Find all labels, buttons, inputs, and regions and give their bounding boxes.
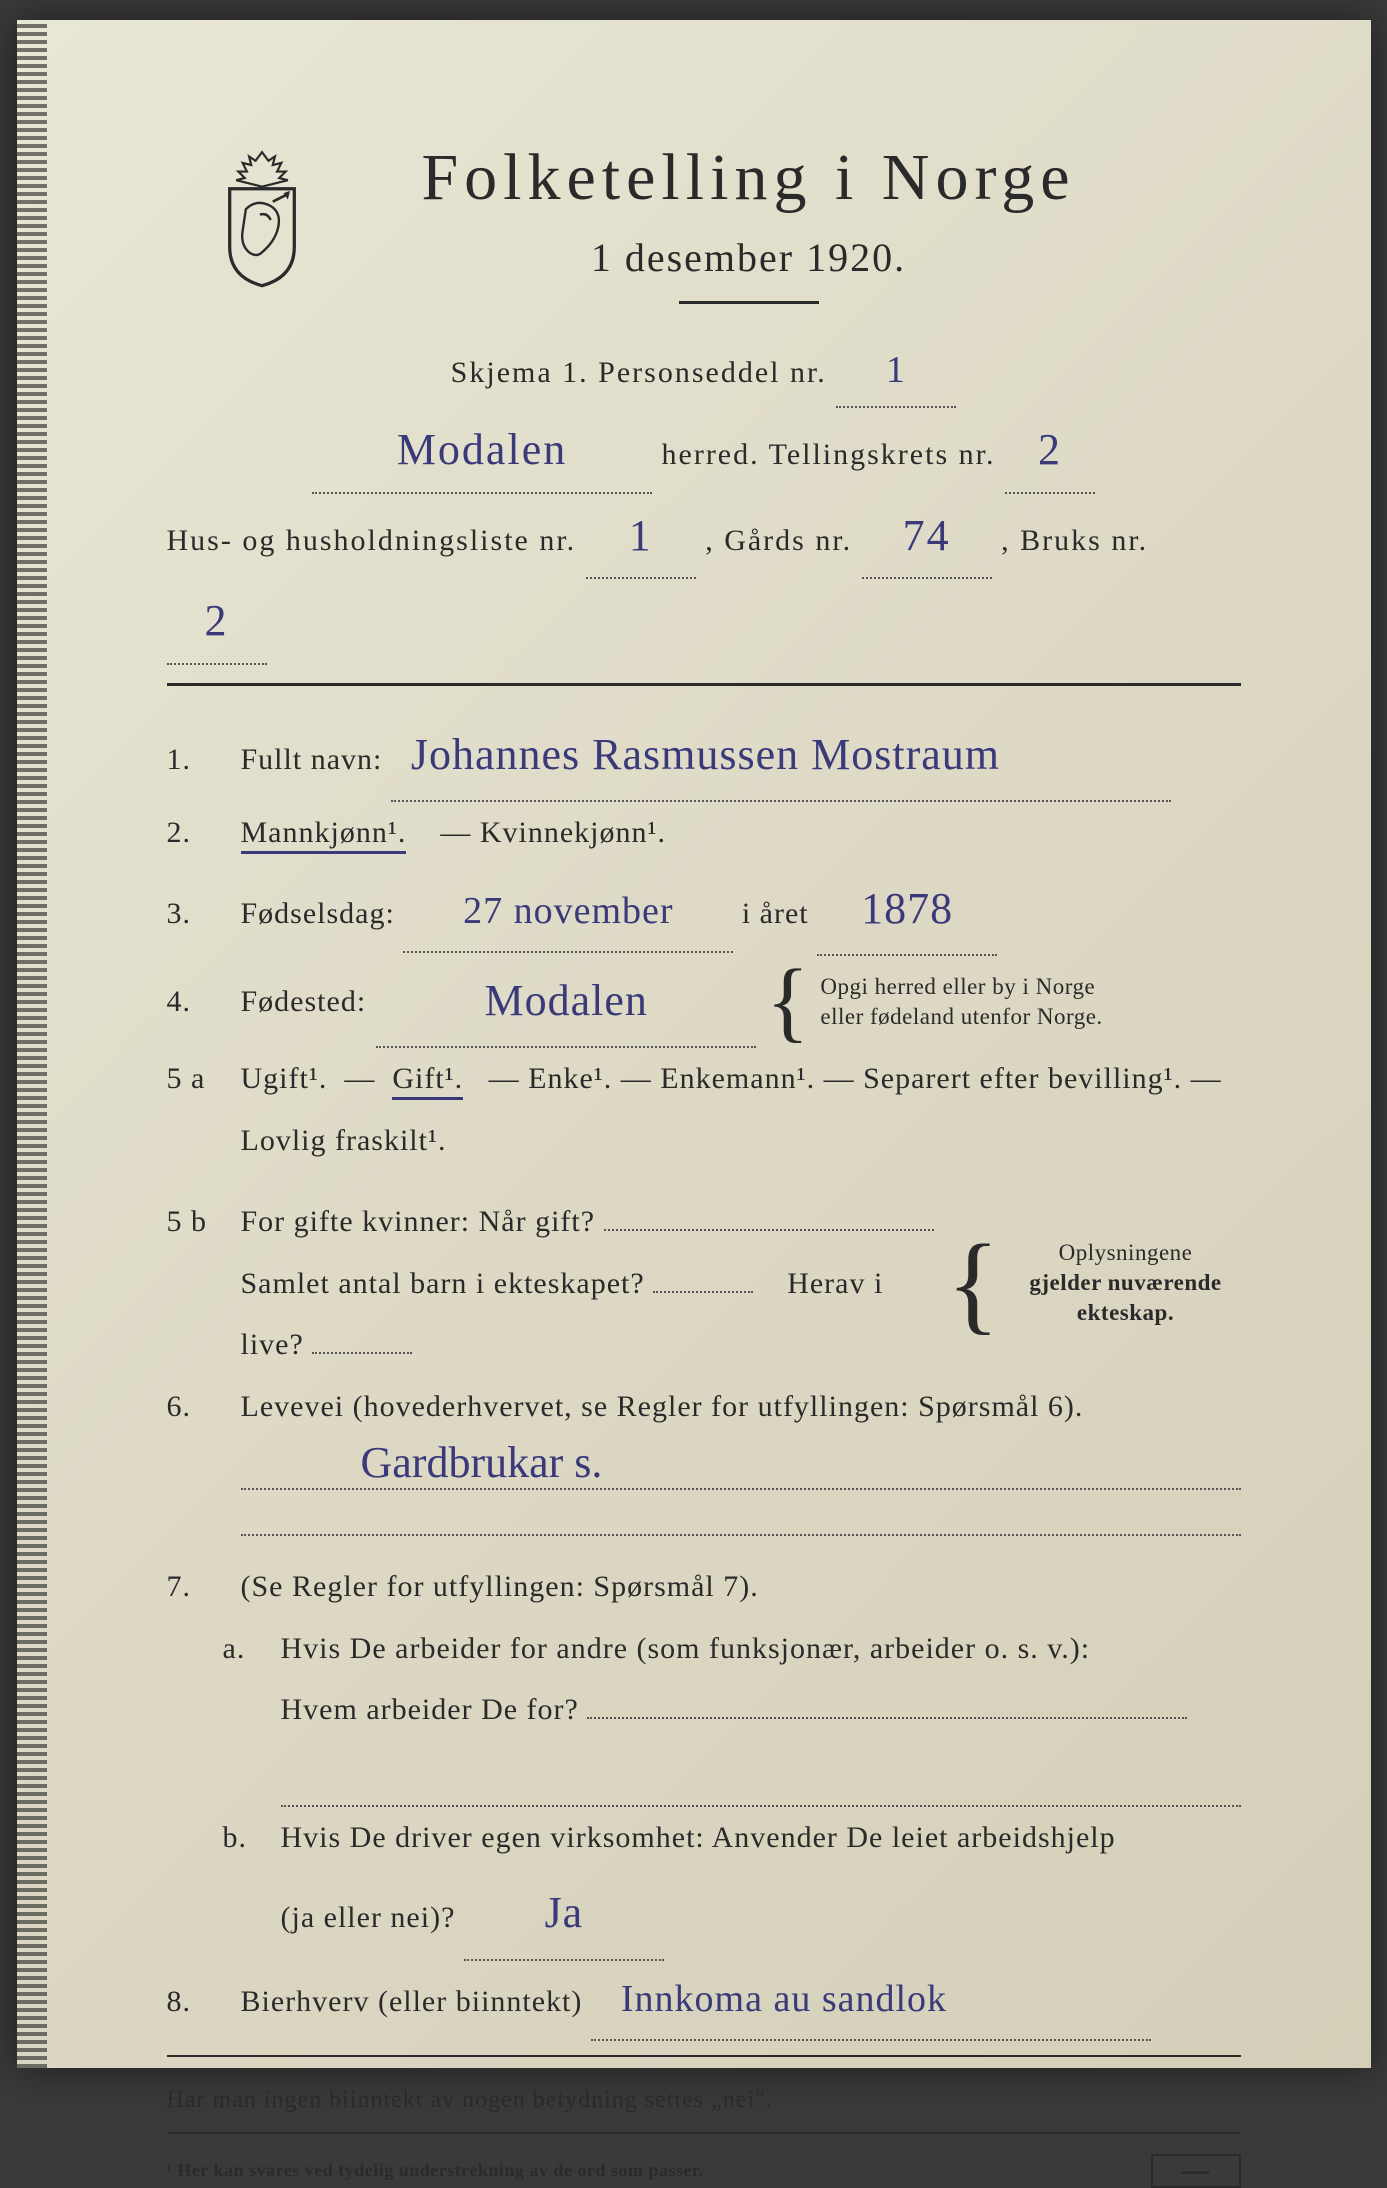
q4-label: Fødested: [241,971,367,1033]
herred-label: herred. Tellingskrets nr. [662,438,996,471]
divider [167,2055,1241,2057]
page-title: Folketelling i Norge [357,140,1141,216]
hus-label: Hus- og husholdningsliste nr. [167,524,577,557]
q5a-rest: — Enke¹. — Enkemann¹. — Separert efter b… [489,1062,1222,1095]
q3-num: 3. [167,883,223,945]
q5b-line2a: Samlet antal barn i ekteskapet? [241,1267,645,1300]
q8-value: Innkoma au sandlok [591,1961,1151,2041]
q7a-num: a. [223,1618,263,1680]
q1-value: Johannes Rasmussen Mostraum [391,710,1171,802]
q8-label: Bierhverv (eller biinntekt) [241,1985,583,2018]
q5a-row: 5 a Ugift¹. — Gift¹. — Enke¹. — Enkemann… [167,1048,1241,1171]
q2-num: 2. [167,802,223,864]
q5b-note-a: Oplysningene [1059,1240,1193,1265]
title-block: Folketelling i Norge 1 desember 1920. [357,140,1241,304]
q2-kvinne: — Kvinnekjønn¹. [440,816,666,849]
q5a-num: 5 a [167,1048,223,1110]
q2-row: 2. Mannkjønn¹. — Kvinnekjønn¹. [167,802,1241,864]
q3-mid: i året [742,897,809,930]
census-form-page: Folketelling i Norge 1 desember 1920. Sk… [17,20,1371,2068]
divider [167,2132,1241,2134]
q2-mann: Mannkjønn¹. [241,816,407,854]
q5b-gift-value [604,1229,934,1231]
q7a-line2: Hvem arbeider De for? [281,1693,579,1726]
header: Folketelling i Norge 1 desember 1920. [167,140,1241,304]
gaards-label: , Gårds nr. [705,524,852,557]
q5a-gift: Gift¹. [392,1062,463,1100]
bruks-nr: 2 [167,579,267,665]
meta-line-3: Hus- og husholdningsliste nr. 1 , Gårds … [167,494,1241,665]
q6-label: Levevei (hovederhvervet, se Regler for u… [241,1390,1084,1423]
q7a-row: a. Hvis De arbeider for andre (som funks… [223,1618,1241,1807]
q7b-num: b. [223,1807,263,1869]
footer-note: Har man ingen biinntekt av nogen betydni… [167,2087,1241,2114]
q5b-row: 5 b For gifte kvinner: Når gift? Samlet … [167,1191,1241,1376]
q5a-lovlig: Lovlig fraskilt¹. [241,1124,447,1157]
q7b-line1: Hvis De driver egen virksomhet: Anvender… [281,1821,1116,1854]
meta-line-1: Skjema 1. Personseddel nr. 1 [167,334,1241,408]
tiny-footer: ¹ Her kan svares ved tydelig understrekn… [167,2154,1241,2188]
hus-nr: 1 [586,494,696,580]
q5b-num: 5 b [167,1191,223,1253]
q3-year: 1878 [817,864,997,956]
q8-num: 8. [167,1971,223,2033]
q4-note: Opgi herred eller by i Norge eller fødel… [820,972,1102,1032]
q5a-ugift: Ugift¹. [241,1062,328,1095]
q6-row: 6. Levevei (hovederhvervet, se Regler fo… [167,1376,1241,1438]
coat-of-arms-icon [207,150,317,290]
q3-label: Fødselsdag: [241,897,395,930]
q5b-live-value [312,1352,412,1354]
q4-note-a: Opgi herred eller by i Norge [820,974,1095,999]
tellingskrets-nr: 2 [1005,408,1095,494]
blank-line [281,1765,1241,1807]
q7-label: (Se Regler for utfyllingen: Spørsmål 7). [241,1570,759,1603]
brace-icon: { [947,1245,1001,1322]
q1-row: 1. Fullt navn: Johannes Rasmussen Mostra… [167,710,1241,802]
q5b-note: Oplysningene gjelder nuværende ekteskap. [1011,1238,1241,1328]
q1-num: 1. [167,729,223,791]
herred-value: Modalen [312,408,652,494]
q3-day: 27 november [403,873,733,953]
page-subtitle: 1 desember 1920. [357,234,1141,281]
title-rule [679,301,819,304]
meta-line-2: Modalen herred. Tellingskrets nr. 2 [167,408,1241,494]
q7b-line2: (ja eller nei)? [281,1901,456,1934]
q7a-value [587,1717,1187,1719]
q8-row: 8. Bierhverv (eller biinntekt) Innkoma a… [167,1961,1241,2041]
q6-value-block: Gardbrukar s. [241,1437,1241,1536]
q4-value: Modalen [376,956,756,1048]
q7a-line1: Hvis De arbeider for andre (som funksjon… [281,1632,1091,1665]
gaards-nr: 74 [862,494,992,580]
q5b-line1: For gifte kvinner: Når gift? [241,1205,596,1238]
q1-label: Fullt navn: [241,743,383,776]
blank-line [241,1514,1241,1536]
q6-value: Gardbrukar s. [241,1437,1241,1490]
divider [167,683,1241,686]
q4-row: 4. Fødested: Modalen { Opgi herred eller… [167,956,1241,1048]
personseddel-nr: 1 [836,334,956,408]
printer-stamp-icon: ▬▬▬ [1151,2154,1241,2188]
q7-num: 7. [167,1556,223,1618]
q3-row: 3. Fødselsdag: 27 november i året 1878 [167,864,1241,956]
q4-note-b: eller fødeland utenfor Norge. [820,1004,1102,1029]
q5b-note-c: ekteskap. [1077,1300,1174,1325]
q7b-row: b. Hvis De driver egen virksomhet: Anven… [223,1807,1241,1961]
q4-num: 4. [167,971,223,1033]
q7-row: 7. (Se Regler for utfyllingen: Spørsmål … [167,1556,1241,1618]
q7b-value: Ja [464,1868,664,1960]
footnote-text: ¹ Her kan svares ved tydelig understrekn… [167,2160,704,2181]
bruks-label: , Bruks nr. [1001,524,1148,557]
q5b-note-b: gjelder nuværende [1029,1270,1221,1295]
q6-num: 6. [167,1376,223,1438]
q5b-barn-value [653,1291,753,1293]
brace-icon: { [766,970,810,1033]
schema-label: Skjema 1. Personseddel nr. [451,356,827,389]
